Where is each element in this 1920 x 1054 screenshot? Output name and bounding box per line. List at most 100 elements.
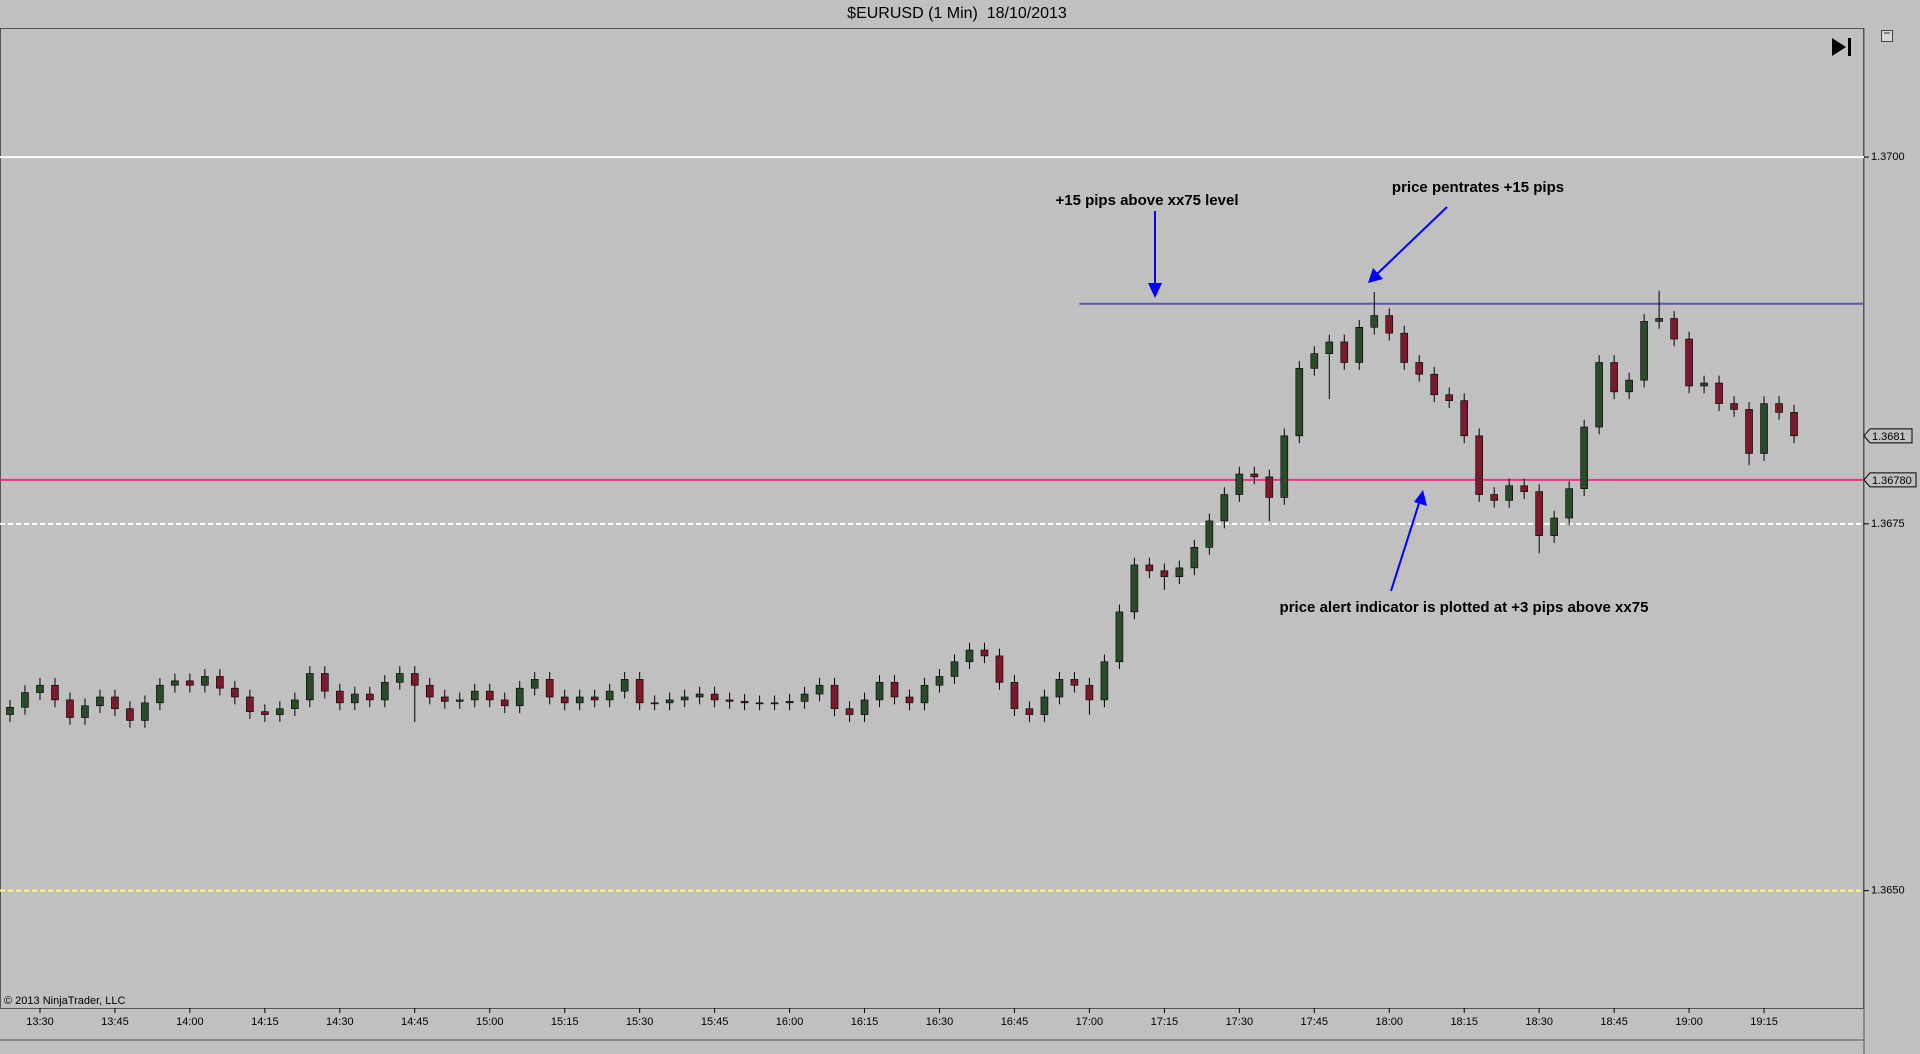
x-tick-label: 14:45 bbox=[401, 1016, 429, 1028]
candle-body bbox=[545, 679, 554, 698]
x-tick-label: 18:45 bbox=[1600, 1016, 1628, 1028]
candle-body bbox=[1280, 435, 1289, 498]
candle-body bbox=[935, 676, 944, 686]
panel-button-box[interactable] bbox=[1881, 30, 1893, 42]
scroll-end-button[interactable] bbox=[1832, 38, 1851, 56]
x-tick-label: 17:30 bbox=[1226, 1016, 1254, 1028]
x-tick-label: 13:45 bbox=[101, 1016, 129, 1028]
annotation: price pentrates +15 pips bbox=[1392, 179, 1564, 196]
candle-body bbox=[425, 684, 434, 698]
x-tick-label: 18:00 bbox=[1375, 1016, 1403, 1028]
x-tick-label: 16:15 bbox=[851, 1016, 879, 1028]
candle-body bbox=[410, 673, 419, 686]
candle-body bbox=[201, 676, 209, 686]
arrow-head bbox=[1414, 490, 1427, 506]
x-tick-label: 15:15 bbox=[551, 1016, 579, 1028]
candle-body bbox=[1430, 373, 1439, 396]
candle-body bbox=[1355, 326, 1364, 363]
annotations: +15 pips above xx75 level price pentrate… bbox=[1055, 179, 1648, 616]
candle-body bbox=[51, 684, 59, 701]
candle-body bbox=[351, 693, 359, 704]
candle-body bbox=[875, 682, 884, 701]
plot-area bbox=[0, 28, 1864, 1009]
x-tick-label: 15:00 bbox=[476, 1016, 504, 1028]
candle-body bbox=[380, 682, 389, 701]
candle-body bbox=[1250, 473, 1259, 478]
x-tick-label: 19:15 bbox=[1750, 1016, 1778, 1028]
candle-body bbox=[1595, 362, 1603, 428]
candle-body bbox=[470, 690, 479, 701]
candle-body bbox=[291, 699, 299, 710]
candle-body bbox=[530, 679, 539, 689]
candle-body bbox=[126, 708, 134, 721]
candle-body bbox=[1085, 684, 1094, 701]
candle-body bbox=[1295, 368, 1304, 437]
candle-body bbox=[1520, 485, 1528, 492]
candle-body bbox=[1745, 409, 1753, 454]
candle-body bbox=[156, 684, 164, 704]
candle-body bbox=[605, 690, 614, 701]
candle-body bbox=[665, 699, 674, 704]
candle-body bbox=[1175, 567, 1184, 577]
candle-body bbox=[246, 696, 254, 712]
candle-body bbox=[650, 702, 659, 705]
candle-body bbox=[1580, 426, 1588, 489]
candle-body bbox=[1160, 570, 1169, 577]
candle-body bbox=[695, 693, 704, 698]
scroll-end-bar[interactable] bbox=[1848, 38, 1851, 56]
candle-body bbox=[950, 661, 959, 677]
x-tick-label: 14:00 bbox=[176, 1016, 204, 1028]
candle-body bbox=[980, 649, 989, 657]
candle-body bbox=[21, 692, 29, 708]
arrow-head bbox=[1148, 283, 1162, 298]
candle-body bbox=[1550, 517, 1558, 536]
candle-body bbox=[1400, 332, 1409, 363]
candle-body bbox=[815, 684, 824, 695]
candle-body bbox=[500, 699, 509, 707]
candle-body bbox=[1535, 491, 1543, 536]
candle-body bbox=[1025, 708, 1034, 715]
candle-body bbox=[1100, 661, 1109, 701]
candle-body bbox=[1700, 382, 1708, 387]
candle-body bbox=[1385, 315, 1394, 334]
candle-body bbox=[111, 696, 119, 710]
candle-body bbox=[1760, 403, 1768, 454]
candle-body bbox=[440, 696, 449, 702]
candle-body bbox=[1190, 547, 1199, 569]
x-tick-label: 18:30 bbox=[1525, 1016, 1553, 1028]
panel-button[interactable] bbox=[1881, 30, 1893, 42]
y-tick-label: 1.3650 bbox=[1871, 885, 1905, 897]
scroll-end-icon[interactable] bbox=[1832, 38, 1846, 56]
last-price-marker bbox=[1863, 428, 1913, 444]
candle-body bbox=[1325, 341, 1334, 354]
candle-body bbox=[336, 690, 344, 704]
candle-body bbox=[1610, 362, 1618, 393]
candle-body bbox=[560, 696, 569, 704]
x-tick-label: 15:45 bbox=[701, 1016, 729, 1028]
candle-body bbox=[1040, 696, 1049, 715]
candle-body bbox=[1070, 679, 1079, 686]
x-tick-label: 17:00 bbox=[1076, 1016, 1104, 1028]
candle-body bbox=[261, 711, 269, 715]
candle-body bbox=[1460, 400, 1469, 437]
candle-body bbox=[920, 684, 929, 704]
x-tick-label: 17:15 bbox=[1151, 1016, 1179, 1028]
candle-body bbox=[306, 673, 314, 701]
candle-body bbox=[231, 687, 239, 698]
annotation: +15 pips above xx75 level bbox=[1055, 192, 1238, 209]
candle-body bbox=[216, 676, 224, 689]
candle-body bbox=[1625, 379, 1633, 393]
candle-body bbox=[1490, 494, 1498, 501]
candle-body bbox=[1730, 403, 1738, 410]
candle-body bbox=[171, 680, 179, 686]
x-tick-label: 16:30 bbox=[926, 1016, 954, 1028]
candle-body bbox=[1475, 435, 1484, 495]
x-tick-label: 15:30 bbox=[626, 1016, 654, 1028]
candle-body bbox=[276, 708, 284, 715]
x-tick-label: 18:15 bbox=[1450, 1016, 1478, 1028]
candle-body bbox=[1715, 382, 1723, 404]
candle-body bbox=[66, 699, 74, 718]
copyright: © 2013 NinjaTrader, LLC bbox=[4, 995, 125, 1007]
candle-body bbox=[81, 705, 89, 718]
title-bar bbox=[0, 0, 1920, 28]
